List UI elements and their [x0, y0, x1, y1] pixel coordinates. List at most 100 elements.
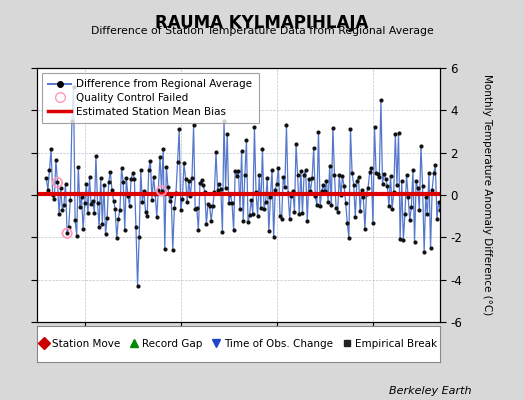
- Point: [324, 199, 332, 205]
- Point: [266, 194, 275, 200]
- Point: [423, 211, 432, 218]
- Point: [69, 84, 78, 90]
- Point: [53, 179, 62, 186]
- Legend: Station Move, Record Gap, Time of Obs. Change, Empirical Break: Station Move, Record Gap, Time of Obs. C…: [35, 335, 442, 353]
- Point: [389, 189, 398, 196]
- Point: [160, 246, 169, 252]
- Point: [148, 196, 156, 203]
- Point: [210, 188, 219, 195]
- Point: [350, 182, 358, 188]
- Point: [111, 205, 119, 212]
- Point: [417, 143, 425, 149]
- Point: [431, 162, 440, 169]
- Point: [372, 170, 380, 176]
- Point: [124, 193, 132, 199]
- Point: [425, 170, 433, 176]
- Point: [216, 185, 225, 192]
- Point: [310, 145, 318, 151]
- Point: [49, 192, 57, 198]
- Point: [101, 231, 110, 238]
- Point: [272, 180, 281, 187]
- Point: [367, 165, 376, 172]
- Point: [64, 224, 73, 231]
- Point: [420, 248, 428, 255]
- Point: [295, 211, 303, 218]
- Point: [61, 181, 70, 187]
- Point: [257, 205, 265, 211]
- Point: [314, 128, 323, 135]
- Point: [292, 141, 300, 148]
- Point: [313, 202, 321, 208]
- Point: [177, 206, 185, 213]
- Text: 2000: 2000: [165, 337, 196, 350]
- Point: [183, 199, 191, 206]
- Point: [146, 158, 155, 164]
- Point: [377, 97, 385, 103]
- Point: [90, 210, 99, 216]
- Point: [321, 188, 329, 194]
- Point: [141, 209, 150, 216]
- Point: [47, 146, 56, 153]
- Text: Berkeley Earth: Berkeley Earth: [389, 386, 472, 396]
- Point: [319, 182, 328, 189]
- Y-axis label: Monthly Temperature Anomaly Difference (°C): Monthly Temperature Anomaly Difference (…: [482, 74, 492, 316]
- Point: [204, 201, 212, 207]
- Point: [184, 178, 193, 184]
- Point: [337, 192, 345, 198]
- Point: [57, 185, 65, 191]
- Point: [92, 153, 100, 159]
- Point: [281, 183, 289, 190]
- Text: 2005: 2005: [261, 337, 293, 350]
- Point: [173, 159, 182, 166]
- Text: 2010: 2010: [357, 337, 389, 350]
- Point: [436, 206, 444, 213]
- Point: [81, 200, 89, 206]
- Point: [233, 173, 241, 179]
- Point: [162, 163, 171, 170]
- Point: [340, 183, 348, 190]
- Point: [74, 164, 82, 170]
- Point: [103, 215, 111, 221]
- Point: [228, 200, 236, 206]
- Point: [263, 175, 271, 181]
- Point: [332, 204, 340, 211]
- Point: [301, 166, 310, 173]
- Point: [444, 168, 452, 175]
- Point: [395, 130, 403, 136]
- Point: [140, 188, 148, 194]
- Point: [164, 184, 172, 191]
- Point: [353, 178, 361, 184]
- Point: [82, 181, 91, 187]
- Point: [361, 226, 369, 232]
- Point: [284, 190, 292, 196]
- Point: [343, 220, 352, 226]
- Point: [145, 166, 153, 173]
- Point: [157, 188, 166, 194]
- Point: [289, 188, 297, 194]
- Point: [85, 174, 94, 180]
- Point: [108, 186, 116, 193]
- Point: [234, 168, 243, 174]
- Point: [106, 168, 115, 175]
- Point: [247, 197, 255, 203]
- Point: [290, 208, 299, 215]
- Point: [345, 235, 353, 242]
- Point: [242, 137, 250, 144]
- Point: [95, 224, 103, 230]
- Point: [388, 206, 396, 212]
- Point: [55, 211, 63, 217]
- Point: [399, 237, 408, 244]
- Point: [348, 170, 356, 176]
- Point: [441, 188, 449, 195]
- Point: [415, 206, 423, 213]
- Point: [402, 172, 411, 178]
- Point: [265, 228, 273, 234]
- Point: [134, 283, 142, 289]
- Point: [196, 180, 204, 186]
- Point: [137, 167, 145, 174]
- Point: [110, 198, 118, 204]
- Point: [50, 196, 59, 203]
- Point: [260, 206, 268, 212]
- Point: [202, 221, 211, 227]
- Point: [241, 172, 249, 178]
